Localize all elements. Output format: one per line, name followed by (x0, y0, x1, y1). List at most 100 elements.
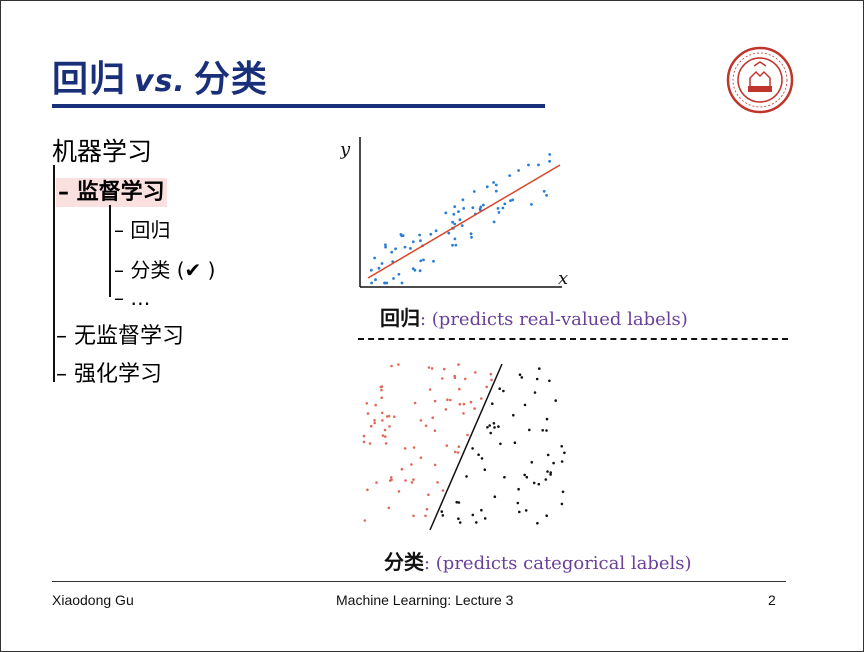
class-b-point (546, 453, 550, 457)
regression-point (418, 233, 421, 237)
class-a-point (390, 478, 393, 482)
class-a-point (389, 476, 393, 479)
class-a-point (419, 456, 423, 459)
class-a-point (412, 514, 415, 518)
class-a-point (410, 481, 414, 484)
regression-point (434, 229, 438, 233)
class-b-point (471, 447, 474, 450)
class-a-point (380, 396, 383, 399)
class-a-point (462, 412, 465, 415)
regression-fit-line (367, 164, 561, 279)
class-a-point (441, 489, 445, 492)
class-a-point (381, 434, 385, 437)
class-b-point (524, 509, 528, 512)
regression-point (411, 240, 415, 244)
regression-point (432, 259, 435, 263)
class-a-point (403, 447, 407, 450)
class-a-point (383, 428, 387, 432)
class-b-point (545, 514, 548, 517)
class-a-point (427, 366, 431, 369)
class-a-point (454, 450, 457, 454)
outline-root: 机器学习 (52, 137, 153, 166)
regression-point (444, 211, 448, 215)
class-b-point (457, 517, 460, 520)
class-a-point (466, 433, 469, 437)
class-a-point (430, 367, 434, 370)
class-a-point (433, 399, 437, 403)
regression-point (471, 206, 475, 210)
class-a-point (379, 385, 383, 389)
class-a-point (375, 481, 378, 484)
class-b-point (465, 475, 468, 478)
class-b-point (480, 457, 484, 460)
class-a-point (428, 388, 432, 391)
class-a-point (462, 402, 466, 406)
class-b-point (497, 425, 500, 428)
class-b-point (520, 376, 524, 379)
regression-point (511, 198, 515, 202)
class-a-point (419, 419, 423, 422)
regression-point (418, 269, 422, 273)
slide-title: 回归 vs. 分类 (52, 50, 268, 102)
class-b-point (532, 481, 536, 485)
outline-unsupervised: – 无监督学习 (56, 324, 184, 349)
regression-point (392, 277, 395, 280)
class-b-point (440, 510, 444, 513)
class-a-point (412, 446, 416, 449)
regression-point (447, 231, 451, 235)
class-a-point (374, 403, 377, 407)
regression-point (397, 272, 401, 276)
class-a-point (365, 402, 369, 405)
class-b-point (488, 424, 491, 427)
class-a-point (373, 421, 376, 425)
class-b-point (548, 379, 551, 383)
class-b-point (503, 475, 506, 479)
class-a-point (393, 415, 396, 418)
regression-point (460, 224, 464, 227)
regression-point (472, 190, 476, 193)
class-b-point (549, 473, 552, 476)
class-a-point (443, 367, 446, 371)
class-a-point (425, 507, 429, 511)
title-right: 分类 (193, 59, 268, 100)
class-a-point (410, 463, 413, 466)
regression-point (492, 220, 496, 224)
classification-plot (362, 363, 566, 531)
class-a-point (473, 407, 476, 410)
class-a-point (362, 440, 366, 444)
class-a-point (490, 378, 493, 382)
class-b-point (441, 514, 445, 517)
outline-supervised: – 监督学习 (56, 174, 167, 207)
classification-caption-zh: 分类 (384, 550, 424, 574)
class-b-point (498, 387, 501, 390)
class-a-point (446, 398, 449, 401)
regression-point (462, 207, 466, 210)
class-b-point (552, 461, 555, 465)
regression-point (501, 206, 505, 210)
regression-point (384, 243, 387, 247)
class-a-point (400, 467, 404, 471)
regression-point (383, 281, 386, 285)
outline-regression: – 回归 (114, 218, 171, 242)
class-a-point (397, 363, 400, 366)
regression-point (385, 281, 389, 285)
class-b-point (458, 521, 462, 524)
class-a-point (469, 400, 473, 404)
class-a-point (427, 493, 430, 496)
regression-point (373, 256, 376, 260)
class-b-point (483, 517, 487, 520)
regression-caption: 回归: (predicts real-valued labels) (380, 302, 688, 331)
regression-point (422, 258, 425, 262)
class-b-point (546, 470, 549, 473)
class-a-point (489, 372, 493, 376)
regression-point (469, 232, 473, 236)
class-a-point (404, 479, 407, 482)
regression-point (453, 205, 457, 208)
class-b-point (489, 431, 492, 435)
class-b-point (493, 495, 497, 498)
class-b-point (499, 442, 502, 446)
class-b-point (457, 501, 461, 504)
regression-point (537, 163, 540, 167)
class-b-point (533, 391, 537, 394)
class-a-point (463, 377, 467, 381)
